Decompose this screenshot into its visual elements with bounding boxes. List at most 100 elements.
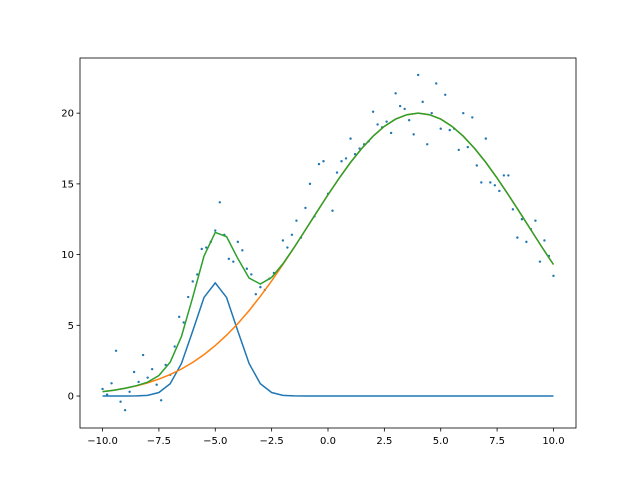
data-point bbox=[444, 93, 447, 96]
data-point bbox=[331, 209, 334, 212]
axes-frame bbox=[79, 57, 577, 429]
data-point bbox=[480, 181, 483, 184]
data-point bbox=[322, 160, 325, 163]
data-point bbox=[105, 393, 109, 396]
data-point bbox=[353, 152, 357, 156]
data-point bbox=[146, 376, 149, 379]
data-point bbox=[349, 137, 352, 140]
y-tick-label: 20 bbox=[61, 109, 74, 120]
data-point bbox=[439, 127, 442, 130]
data-point bbox=[123, 408, 127, 412]
x-tick-label: 2.5 bbox=[376, 436, 392, 447]
data-point bbox=[412, 133, 415, 136]
line bbox=[102, 112, 555, 393]
data-point bbox=[150, 367, 154, 371]
data-point bbox=[254, 293, 258, 296]
data-point bbox=[159, 399, 163, 402]
data-point bbox=[141, 353, 145, 357]
data-point bbox=[502, 174, 506, 177]
data-point bbox=[173, 345, 176, 348]
data-point bbox=[205, 246, 208, 249]
data-point bbox=[281, 239, 285, 242]
line bbox=[102, 281, 554, 397]
data-point bbox=[295, 219, 298, 222]
data-point bbox=[426, 143, 429, 146]
data-point bbox=[259, 285, 262, 289]
data-point bbox=[182, 321, 185, 324]
data-point bbox=[290, 233, 294, 236]
data-point bbox=[232, 260, 235, 263]
data-point bbox=[516, 236, 519, 239]
data-point bbox=[525, 240, 528, 244]
y-tick-label: 5 bbox=[68, 321, 74, 332]
data-point bbox=[164, 363, 167, 367]
data-point bbox=[250, 273, 253, 276]
x-tick-label: −7.5 bbox=[147, 436, 171, 447]
x-tick-label: 5.0 bbox=[433, 436, 449, 447]
data-point bbox=[200, 247, 203, 251]
data-point bbox=[430, 111, 433, 115]
data-point bbox=[128, 390, 131, 393]
data-point bbox=[119, 400, 122, 403]
data-point bbox=[475, 164, 478, 167]
data-point bbox=[344, 157, 348, 160]
data-point bbox=[358, 147, 361, 150]
y-tick-label: 15 bbox=[61, 179, 74, 190]
data-point bbox=[245, 267, 249, 270]
data-point bbox=[236, 240, 240, 244]
data-point bbox=[489, 181, 492, 184]
data-point bbox=[471, 116, 474, 119]
data-point bbox=[335, 171, 339, 174]
data-point bbox=[385, 120, 388, 123]
data-point bbox=[498, 189, 501, 193]
data-point bbox=[218, 201, 221, 204]
data-point bbox=[520, 218, 524, 221]
x-tick-label: −2.5 bbox=[259, 436, 283, 447]
data-point bbox=[227, 257, 230, 261]
data-point bbox=[448, 128, 451, 132]
data-point bbox=[421, 100, 424, 104]
data-point bbox=[155, 383, 158, 386]
data-point bbox=[407, 119, 411, 122]
x-tick-label: 10.0 bbox=[542, 436, 564, 447]
data-point bbox=[286, 246, 289, 249]
data-point bbox=[511, 208, 515, 211]
data-point bbox=[462, 111, 465, 115]
y-tick-label: 10 bbox=[61, 250, 74, 261]
data-point bbox=[308, 182, 312, 186]
y-tick-label: 0 bbox=[68, 392, 74, 403]
data-point bbox=[457, 148, 460, 152]
line bbox=[102, 112, 555, 393]
data-point bbox=[196, 273, 199, 276]
data-point bbox=[101, 387, 104, 391]
data-point bbox=[187, 295, 190, 299]
data-point bbox=[534, 219, 537, 222]
data-point bbox=[484, 137, 488, 140]
data-point bbox=[178, 315, 181, 319]
x-tick-label: −5.0 bbox=[203, 436, 227, 447]
data-point bbox=[416, 73, 420, 77]
data-point bbox=[241, 249, 244, 252]
data-point bbox=[340, 160, 343, 163]
data-point bbox=[304, 206, 307, 210]
data-point bbox=[214, 229, 217, 232]
data-point bbox=[137, 380, 140, 384]
x-tick-label: 7.5 bbox=[489, 436, 505, 447]
data-point bbox=[435, 82, 438, 85]
data-point bbox=[507, 174, 510, 177]
data-point bbox=[132, 370, 136, 374]
data-point bbox=[493, 184, 497, 187]
data-point bbox=[371, 110, 375, 113]
data-point bbox=[394, 92, 397, 95]
data-point bbox=[466, 145, 469, 149]
data-point bbox=[389, 131, 393, 135]
data-point bbox=[543, 239, 546, 242]
data-point bbox=[538, 260, 542, 263]
data-point bbox=[110, 382, 113, 385]
data-point bbox=[552, 274, 555, 278]
data-point bbox=[376, 123, 379, 126]
data-point bbox=[114, 349, 118, 352]
data-point bbox=[191, 280, 194, 283]
